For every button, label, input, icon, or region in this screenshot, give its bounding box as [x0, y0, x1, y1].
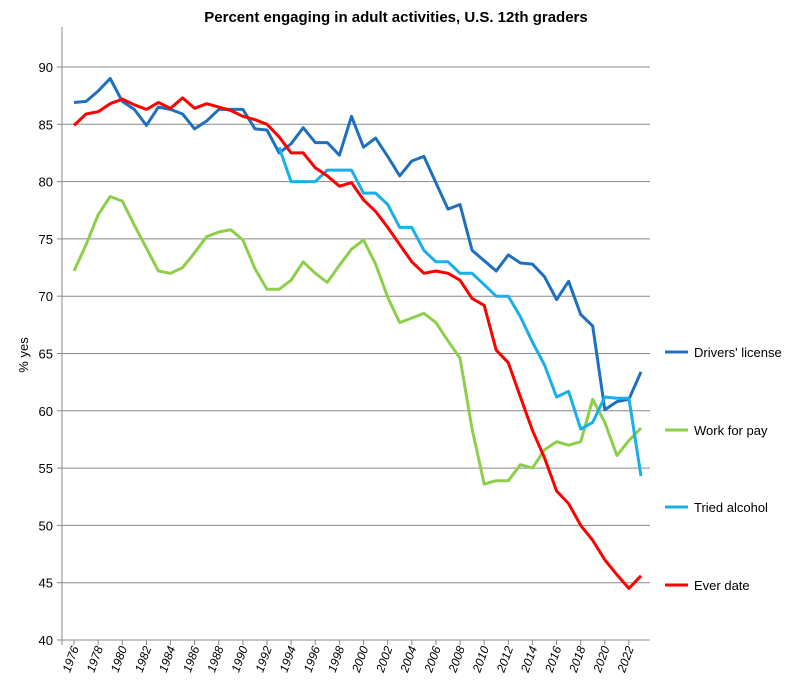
legend-label: Drivers' license — [694, 345, 782, 360]
x-tick-label: 2010 — [469, 644, 492, 675]
x-tick-label: 1980 — [108, 644, 130, 674]
legend-label: Ever date — [694, 578, 750, 593]
x-tick-label: 2004 — [397, 644, 420, 675]
x-tick-label: 2002 — [373, 644, 396, 675]
x-tick-label: 2008 — [445, 644, 468, 675]
x-tick-label: 2020 — [590, 644, 613, 675]
x-tick-label: 1978 — [84, 644, 106, 674]
x-tick-label: 2012 — [493, 644, 516, 675]
y-tick-label: 65 — [39, 347, 53, 362]
x-tick-label: 1994 — [277, 644, 299, 674]
series-line-3 — [72, 96, 643, 590]
x-tick-label: 1982 — [132, 644, 154, 674]
x-tick-label: 1992 — [253, 644, 275, 674]
x-tick-label: 1976 — [60, 644, 82, 674]
x-tick-label: 1988 — [204, 644, 226, 674]
x-tick-label: 1984 — [156, 644, 178, 674]
y-tick-label: 75 — [39, 232, 53, 247]
y-axis-label: % yes — [16, 337, 31, 373]
x-tick-label: 1986 — [180, 644, 202, 674]
legend-label: Work for pay — [694, 423, 768, 438]
series-line-2 — [277, 146, 643, 477]
y-tick-label: 90 — [39, 60, 53, 75]
y-tick-label: 60 — [39, 404, 53, 419]
series-line-1 — [72, 195, 643, 486]
y-tick-label: 55 — [39, 461, 53, 476]
x-tick-label: 2016 — [542, 644, 565, 675]
y-tick-label: 80 — [39, 175, 53, 190]
x-tick-label: 2014 — [518, 644, 541, 675]
x-tick-label: 2006 — [421, 644, 444, 675]
chart-title: Percent engaging in adult activities, U.… — [204, 9, 587, 26]
x-tick-label: 1990 — [228, 644, 250, 674]
y-tick-label: 45 — [39, 576, 53, 591]
legend-label: Tried alcohol — [694, 500, 768, 515]
x-tick-label: 2022 — [614, 644, 637, 675]
x-tick-label: 2000 — [349, 644, 372, 675]
y-tick-label: 85 — [39, 117, 53, 132]
y-tick-label: 40 — [39, 633, 53, 648]
y-tick-label: 50 — [39, 518, 53, 533]
x-tick-label: 1996 — [301, 644, 323, 674]
y-tick-label: 70 — [39, 289, 53, 304]
x-tick-label: 1998 — [325, 644, 347, 674]
series-line-0 — [73, 77, 643, 412]
x-tick-label: 2018 — [566, 644, 589, 675]
